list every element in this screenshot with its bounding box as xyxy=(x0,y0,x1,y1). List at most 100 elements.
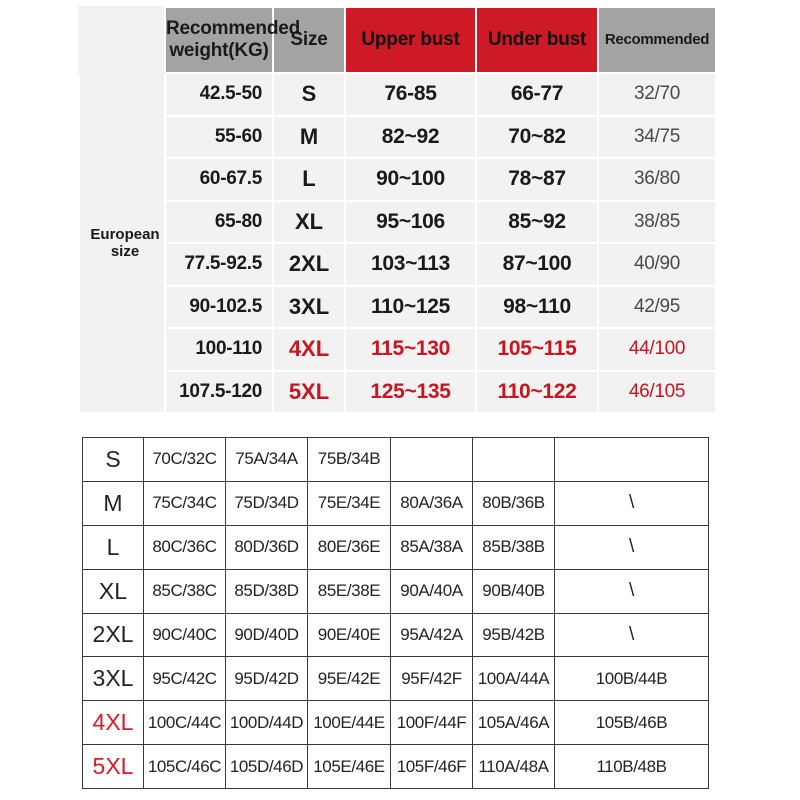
bra-size-cell xyxy=(472,437,555,482)
table-row: 55-60 M 82~92 70~82 34/75 xyxy=(79,114,717,159)
bra-size-cell: 110A/48A xyxy=(472,744,555,789)
bra-size-cell: 95E/42E xyxy=(307,656,391,702)
under-bust-cell: 85~92 xyxy=(475,199,599,244)
recommended-weight-cell: 65-80 xyxy=(164,199,274,244)
empty-marker-cell: \ xyxy=(554,568,709,614)
recommended-weight-cell: 90-102.5 xyxy=(164,284,274,329)
bra-size-label: 3XL xyxy=(82,656,144,702)
table-row: 107.5-120 5XL 125~135 110~122 46/105 xyxy=(79,369,717,414)
upper-bust-cell: 110~125 xyxy=(344,284,477,329)
upper-bust-cell: 95~106 xyxy=(344,199,477,244)
upper-bust-cell: 90~100 xyxy=(344,157,477,202)
bra-size-cell xyxy=(390,437,473,482)
bra-size-label: M xyxy=(82,480,144,526)
recommended-weight-cell: 77.5-92.5 xyxy=(164,242,274,287)
upper-bust-cell: 115~130 xyxy=(344,327,477,372)
bra-size-cell: 100B/44B xyxy=(554,656,709,702)
bra-size-cell: 105F/46F xyxy=(390,744,473,789)
recommended-cell: 44/100 xyxy=(597,327,717,372)
bra-size-cell: 85E/38E xyxy=(307,568,391,614)
bra-size-cell: 75E/34E xyxy=(307,480,391,526)
recommended-weight-cell: 100-110 xyxy=(164,327,274,372)
upper-bust-cell: 82~92 xyxy=(344,114,477,159)
size-cell: 4XL xyxy=(272,327,346,372)
empty-marker-cell: \ xyxy=(554,480,709,526)
recommended-cell: 36/80 xyxy=(597,157,717,202)
bra-size-cell: 80C/36C xyxy=(143,524,226,570)
recommended-cell: 40/90 xyxy=(597,242,717,287)
bra-size-cell: 80D/36D xyxy=(225,524,308,570)
table-row: 100-110 4XL 115~130 105~115 44/100 xyxy=(79,327,717,372)
bra-size-label: L xyxy=(82,524,144,570)
bra-size-cell: 95B/42B xyxy=(472,612,555,658)
bra-size-cell: 75D/34D xyxy=(225,480,308,526)
bra-size-cell xyxy=(554,437,709,482)
bra-size-label: S xyxy=(82,437,144,482)
recommended-weight-cell: 60-67.5 xyxy=(164,157,274,202)
bra-size-cell: 85C/38C xyxy=(143,568,226,614)
bra-size-cell: 75C/34C xyxy=(143,480,226,526)
bra-size-label: 4XL xyxy=(82,700,144,746)
bra-size-cell: 105E/46E xyxy=(307,744,391,789)
bra-size-cell: 85A/38A xyxy=(390,524,473,570)
bra-size-cell: 95D/42D xyxy=(225,656,308,702)
table-row: 90-102.5 3XL 110~125 98~110 42/95 xyxy=(79,284,717,329)
header-recommended-weight: Recommended weight(KG) xyxy=(164,6,300,74)
bra-size-cell: 90E/40E xyxy=(307,612,391,658)
under-bust-cell: 110~122 xyxy=(475,369,599,414)
upper-bust-cell: 125~135 xyxy=(344,369,477,414)
table-row: 3XL 95C/42C 95D/42D 95E/42E 95F/42F 100A/44A 1… xyxy=(82,656,709,702)
header-recommended: Recommended xyxy=(597,6,717,74)
table-row: S 70C/32C 75A/34A 75B/34B xyxy=(82,437,709,482)
recommended-weight-cell: 55-60 xyxy=(164,114,274,159)
bra-size-cell: 105A/46A xyxy=(472,700,555,746)
table-row: 77.5-92.5 2XL 103~113 87~100 40/90 xyxy=(79,242,717,287)
bra-size-cell: 90A/40A xyxy=(390,568,473,614)
recommended-cell: 38/85 xyxy=(597,199,717,244)
under-bust-cell: 78~87 xyxy=(475,157,599,202)
under-bust-cell: 98~110 xyxy=(475,284,599,329)
bra-size-cell: 105B/46B xyxy=(554,700,709,746)
empty-marker-cell: \ xyxy=(554,612,709,658)
header-size: Size xyxy=(272,6,346,74)
upper-bust-cell: 103~113 xyxy=(344,242,477,287)
bra-size-cell: 100E/44E xyxy=(307,700,391,746)
recommended-cell: 46/105 xyxy=(597,369,717,414)
under-bust-cell: 70~82 xyxy=(475,114,599,159)
bra-size-cell: 70C/32C xyxy=(143,437,226,482)
table-row: European size 42.5-50 S 76-85 66-77 32/70 xyxy=(78,72,717,414)
bra-size-cell: 95C/42C xyxy=(143,656,226,702)
bra-size-cell: 85D/38D xyxy=(225,568,308,614)
header-under-bust: Under bust xyxy=(475,6,599,74)
table-header-row: Recommended weight(KG) Size Upper bust U… xyxy=(78,6,717,74)
size-cell: M xyxy=(272,114,346,159)
bra-size-cell: 80A/36A xyxy=(390,480,473,526)
empty-marker-cell: \ xyxy=(554,524,709,570)
bra-size-cell: 100D/44D xyxy=(225,700,308,746)
bra-size-label: 5XL xyxy=(82,744,144,789)
bra-size-cell: 105D/46D xyxy=(225,744,308,789)
table-row: 2XL 90C/40C 90D/40D 90E/40E 95A/42A 95B/42B \ xyxy=(82,612,709,658)
recommended-weight-cell: 107.5-120 xyxy=(164,369,274,414)
recommended-cell: 34/75 xyxy=(597,114,717,159)
size-cell: L xyxy=(272,157,346,202)
recommended-weight-cell: 42.5-50 xyxy=(164,72,274,117)
size-cell: 3XL xyxy=(272,284,346,329)
bra-size-cell: 90D/40D xyxy=(225,612,308,658)
size-weight-table: Recommended weight(KG) Size Upper bust U… xyxy=(78,6,717,414)
bra-size-cell: 90C/40C xyxy=(143,612,226,658)
table-row: 65-80 XL 95~106 85~92 38/85 xyxy=(79,199,717,244)
table-row: XL 85C/38C 85D/38D 85E/38E 90A/40A 90B/40B \ xyxy=(82,568,709,614)
size-weight-chart: Recommended weight(KG) Size Upper bust U… xyxy=(78,6,717,414)
bra-size-cell: 95F/42F xyxy=(390,656,473,702)
under-bust-cell: 87~100 xyxy=(475,242,599,287)
bra-size-cell: 75B/34B xyxy=(307,437,391,482)
bra-size-label: XL xyxy=(82,568,144,614)
european-size-label: European size xyxy=(78,72,166,414)
bra-size-table: S 70C/32C 75A/34A 75B/34B M 75C/34C 75D/34D 75E… xyxy=(82,437,709,789)
header-upper-bust: Upper bust xyxy=(344,6,477,74)
header-corner-spacer xyxy=(78,6,166,74)
size-cell: XL xyxy=(272,199,346,244)
under-bust-cell: 66-77 xyxy=(475,72,599,117)
bra-size-cell: 100C/44C xyxy=(143,700,226,746)
